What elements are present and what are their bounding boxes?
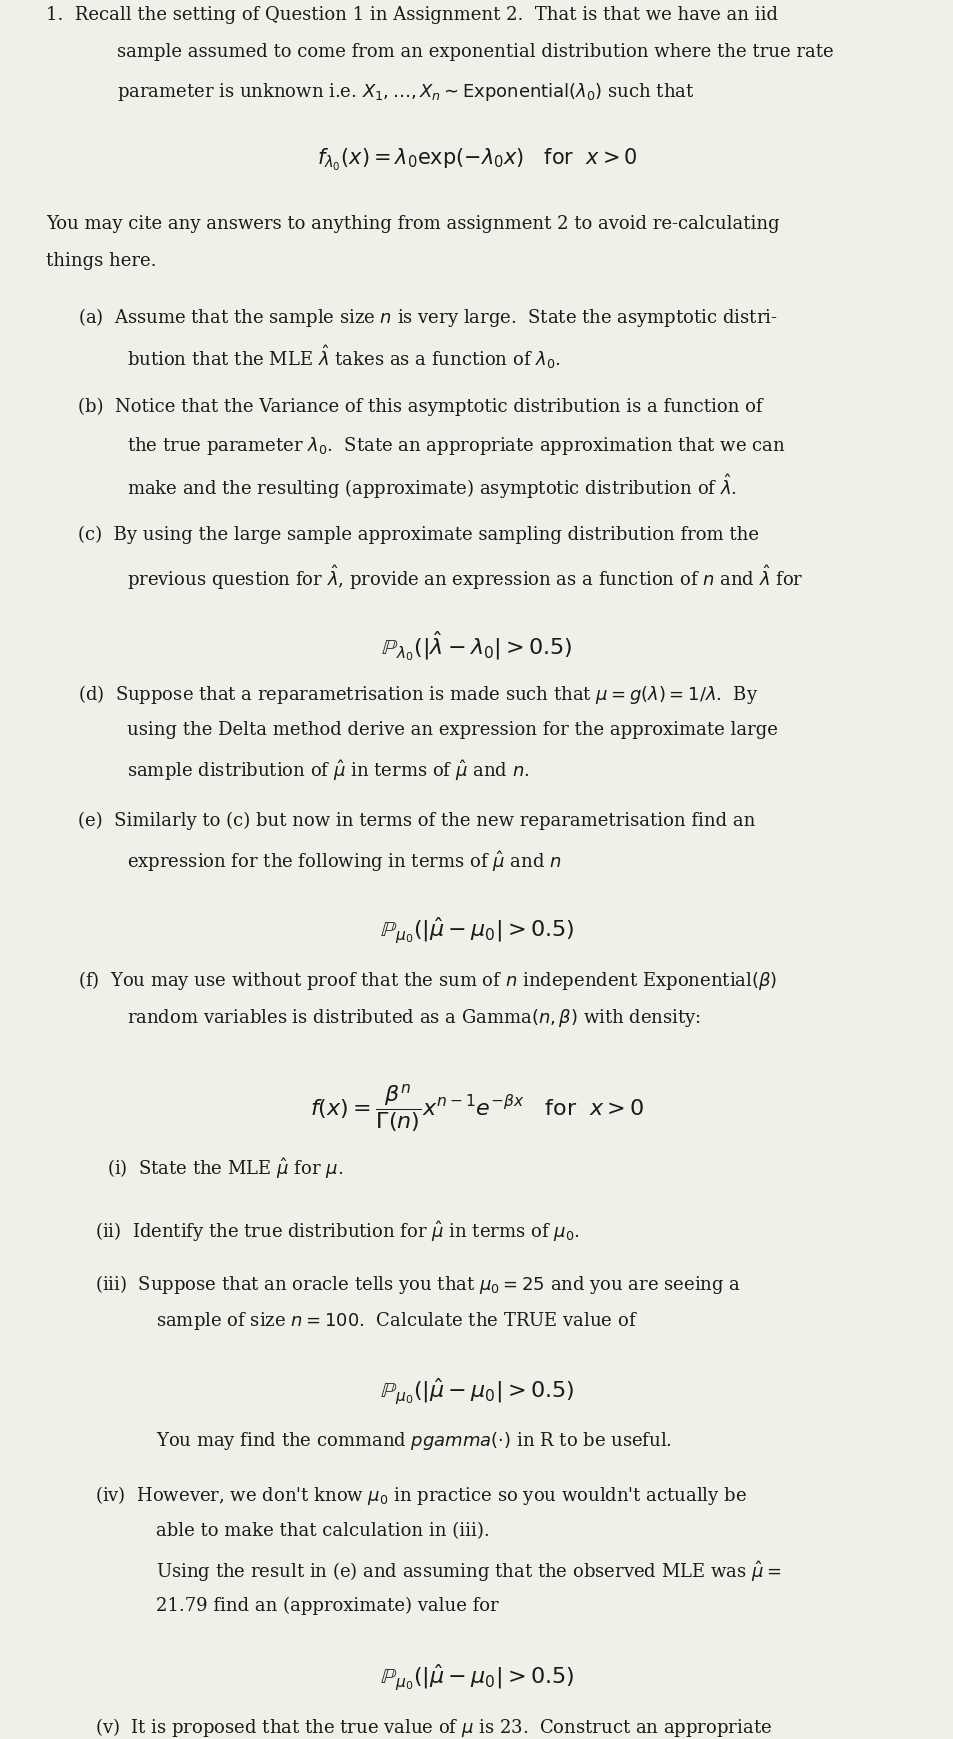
Text: (ii)  Identify the true distribution for $\hat{\mu}$ in terms of $\mu_0$.: (ii) Identify the true distribution for … (95, 1219, 579, 1243)
Text: expression for the following in terms of $\hat{\mu}$ and $n$: expression for the following in terms of… (127, 849, 561, 875)
Text: sample assumed to come from an exponential distribution where the true rate: sample assumed to come from an exponenti… (117, 43, 833, 61)
Text: random variables is distributed as a Gamma$(n, \beta)$ with density:: random variables is distributed as a Gam… (127, 1007, 700, 1029)
Text: sample distribution of $\hat{\mu}$ in terms of $\hat{\mu}$ and $n$.: sample distribution of $\hat{\mu}$ in te… (127, 758, 529, 783)
Text: $\mathbb{P}_{\mu_0}(|\hat{\mu} - \mu_0| > 0.5)$: $\mathbb{P}_{\mu_0}(|\hat{\mu} - \mu_0| … (379, 1662, 574, 1694)
Text: 21.79 find an (approximate) value for: 21.79 find an (approximate) value for (155, 1596, 497, 1614)
Text: able to make that calculation in (iii).: able to make that calculation in (iii). (155, 1522, 489, 1539)
Text: $\mathbb{P}_{\mu_0}(|\hat{\mu} - \mu_0| > 0.5)$: $\mathbb{P}_{\mu_0}(|\hat{\mu} - \mu_0| … (379, 1376, 574, 1407)
Text: things here.: things here. (46, 252, 156, 270)
Text: (i)  State the MLE $\hat{\mu}$ for $\mu$.: (i) State the MLE $\hat{\mu}$ for $\mu$. (107, 1156, 343, 1181)
Text: sample of size $n = 100$.  Calculate the TRUE value of: sample of size $n = 100$. Calculate the … (155, 1309, 637, 1332)
Text: (f)  You may use without proof that the sum of $n$ independent Exponential$(\bet: (f) You may use without proof that the s… (78, 969, 777, 993)
Text: $f_{\lambda_0}(x) = \lambda_0 \exp(-\lambda_0 x)$   for  $x > 0$: $f_{\lambda_0}(x) = \lambda_0 \exp(-\lam… (316, 146, 637, 174)
Text: (e)  Similarly to (c) but now in terms of the new reparametrisation find an: (e) Similarly to (c) but now in terms of… (78, 812, 755, 830)
Text: bution that the MLE $\hat{\lambda}$ takes as a function of $\lambda_0$.: bution that the MLE $\hat{\lambda}$ take… (127, 343, 560, 370)
Text: (v)  It is proposed that the true value of $\mu$ is 23.  Construct an appropriat: (v) It is proposed that the true value o… (95, 1716, 772, 1739)
Text: Using the result in (e) and assuming that the observed MLE was $\hat{\mu} =$: Using the result in (e) and assuming tha… (155, 1558, 781, 1584)
Text: (d)  Suppose that a reparametrisation is made such that $\mu = g(\lambda) = 1/\l: (d) Suppose that a reparametrisation is … (78, 683, 758, 706)
Text: the true parameter $\lambda_0$.  State an appropriate approximation that we can: the true parameter $\lambda_0$. State an… (127, 435, 784, 457)
Text: 1.  Recall the setting of Question 1 in Assignment 2.  That is that we have an i: 1. Recall the setting of Question 1 in A… (46, 5, 777, 24)
Text: (b)  Notice that the Variance of this asymptotic distribution is a function of: (b) Notice that the Variance of this asy… (78, 396, 762, 416)
Text: previous question for $\hat{\lambda}$, provide an expression as a function of $n: previous question for $\hat{\lambda}$, p… (127, 563, 802, 593)
Text: make and the resulting (approximate) asymptotic distribution of $\hat{\lambda}$.: make and the resulting (approximate) asy… (127, 471, 736, 501)
Text: $\mathbb{P}_{\mu_0}(|\hat{\mu} - \mu_0| > 0.5)$: $\mathbb{P}_{\mu_0}(|\hat{\mu} - \mu_0| … (379, 915, 574, 946)
Text: $f(x) = \dfrac{\beta^n}{\Gamma(n)} x^{n-1} e^{-\beta x}$   for  $x > 0$: $f(x) = \dfrac{\beta^n}{\Gamma(n)} x^{n-… (310, 1082, 643, 1134)
Text: (iv)  However, we don't know $\mu_0$ in practice so you wouldn't actually be: (iv) However, we don't know $\mu_0$ in p… (95, 1483, 746, 1508)
Text: $\mathbb{P}_{\lambda_0}(|\hat{\lambda} - \lambda_0| > 0.5)$: $\mathbb{P}_{\lambda_0}(|\hat{\lambda} -… (381, 630, 572, 663)
Text: (a)  Assume that the sample size $n$ is very large.  State the asymptotic distri: (a) Assume that the sample size $n$ is v… (78, 306, 777, 329)
Text: You may find the command $\mathit{pgamma}(\cdot)$ in R to be useful.: You may find the command $\mathit{pgamma… (155, 1429, 671, 1452)
Text: (c)  By using the large sample approximate sampling distribution from the: (c) By using the large sample approximat… (78, 525, 759, 544)
Text: (iii)  Suppose that an oracle tells you that $\mu_0 = 25$ and you are seeing a: (iii) Suppose that an oracle tells you t… (95, 1273, 740, 1296)
Text: using the Delta method derive an expression for the approximate large: using the Delta method derive an express… (127, 720, 777, 739)
Text: You may cite any answers to anything from assignment 2 to avoid re-calculating: You may cite any answers to anything fro… (46, 214, 779, 233)
Text: parameter is unknown i.e. $X_1, \ldots, X_n \sim \mathrm{Exponential}(\lambda_0): parameter is unknown i.e. $X_1, \ldots, … (117, 80, 694, 103)
